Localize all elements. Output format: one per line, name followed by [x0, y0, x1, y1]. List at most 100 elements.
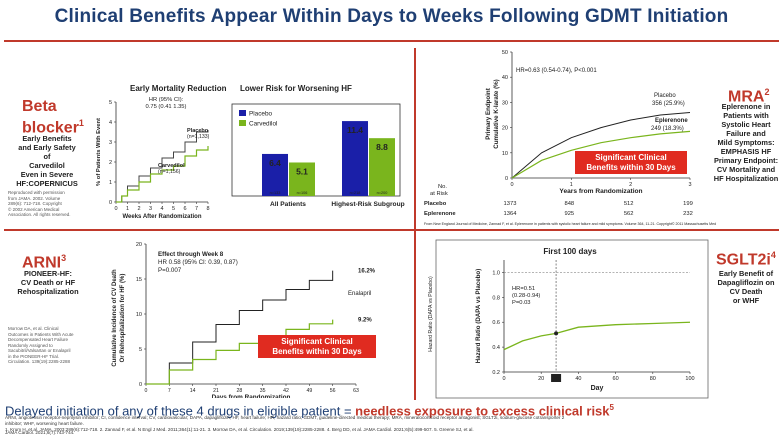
- hr-point: [554, 331, 559, 336]
- arni-label: ARNI3: [22, 253, 67, 272]
- mra-description: Eplerenone in Patients with Systolic Heart…: [712, 102, 780, 183]
- y-tick-label: 10: [502, 151, 508, 157]
- x-axis-label: Years from Randomization: [559, 188, 642, 195]
- at-risk-value: 1373: [504, 201, 517, 207]
- at-risk-value: 562: [624, 211, 634, 217]
- carvedilol-n-label: (n=1,156): [158, 169, 181, 175]
- bar-value-label: 8.8: [376, 142, 388, 152]
- arni-desc-line: Rehospitalization: [17, 287, 79, 296]
- bar-placebo: [262, 153, 288, 196]
- beta-source-line: Association. All rights reserved.: [8, 212, 71, 217]
- beta-desc-line: HF:COPERNICUS: [16, 179, 78, 188]
- y-tick-label: 2: [109, 160, 112, 166]
- footnote-2: inhibitor; WHF, worsening heart failure.: [5, 421, 84, 426]
- beta-blocker-label: Beta blocker1: [22, 98, 84, 137]
- arni-cta-line: Significant Clinical: [281, 337, 353, 346]
- x-tick-label: 4: [160, 206, 163, 212]
- legend-label: Carvedilol: [249, 121, 277, 128]
- carvedilol-label: Carvedilol: [158, 163, 185, 169]
- x-tick-label: 1: [570, 182, 573, 188]
- x-tick-label: 6: [183, 206, 186, 212]
- arni-cta-box: Significant Clinical Benefits within 30 D…: [258, 335, 376, 358]
- at-risk-value: 512: [624, 201, 634, 207]
- enalapril-line: [146, 270, 334, 385]
- arni-chart: 0 5 10 15 20 0 7 14 21 28 35 42 49 56 63 Cumulative Inc…: [112, 242, 376, 398]
- arni-source-line: Circulation. 139(19):2285-2288: [8, 359, 71, 364]
- x-axis-label: Day: [591, 385, 604, 392]
- footnote-3: 1. Krum H, et al. JAMA. 2003;289(6):712-…: [5, 427, 474, 432]
- mra-label: MRA2: [728, 87, 770, 106]
- middle-divider: [4, 229, 779, 231]
- y-tick-label: 4: [109, 120, 112, 126]
- arni-desc-line: CV Death or HF: [20, 278, 76, 287]
- bar-placebo: [342, 121, 368, 196]
- at-risk-row-label: Placebo: [424, 201, 447, 207]
- p-annotation: P=0.03: [512, 300, 531, 306]
- mra-source: From New England Journal of Medicine, Za…: [424, 222, 716, 226]
- hr-annotation: HR 0.58 (95% CI: 0.39, 0.87): [158, 259, 238, 266]
- eplerenone-count-label: 249 (18.3%): [651, 126, 684, 132]
- legend-label: Placebo: [249, 111, 273, 118]
- y-tick-label: 0.6: [492, 320, 500, 326]
- x-tick-label: 3: [149, 206, 152, 212]
- x-tick-label: 35: [260, 388, 266, 394]
- legend-swatch: [239, 110, 246, 116]
- at-risk-value: 925: [564, 211, 574, 217]
- x-tick-label: 0: [510, 182, 513, 188]
- y-tick-label: 20: [136, 242, 142, 248]
- at-risk-header: No.: [438, 184, 447, 190]
- p-annotation: P=0.007: [158, 267, 182, 274]
- x-tick-label: 60: [613, 376, 619, 382]
- y-tick-label: 5: [139, 347, 142, 353]
- enalapril-value-label: 16.2%: [358, 269, 376, 275]
- highlight-tick-box: [551, 374, 562, 382]
- bar-n-label: n=133: [270, 191, 281, 195]
- x-axis-label: Days from Randomization: [212, 394, 291, 398]
- y-tick-label: 0.2: [492, 370, 500, 376]
- category-label: All Patients: [270, 201, 306, 208]
- sglt2-desc-line: or WHF: [732, 296, 760, 305]
- early-mortality-chart: 0 1 2 3 4 5 0 1 2 3 4 5 6 7 8 % of Patients With Event W…: [96, 97, 210, 219]
- hr-annotation: HR (95% CI):: [149, 97, 184, 103]
- y-axis-label: Or Rehospitalization for HF (%): [120, 274, 126, 363]
- at-risk-header: at Risk: [430, 191, 448, 197]
- y-tick-label: 10: [136, 312, 142, 318]
- beta-source-line: Reproduced with permission: [8, 190, 65, 195]
- beta-blocker-source: Reproduced with permission from JAMA. 200…: [8, 190, 76, 218]
- hr-annotation: HR=0.51: [512, 286, 535, 292]
- y-tick-label: 20: [502, 126, 508, 132]
- outer-y-label: Hazard Ratio (DAPA vs Placebo): [428, 276, 434, 352]
- x-tick-label: 0: [145, 388, 148, 394]
- sglt2-desc-line: Early Benefit of: [718, 269, 774, 278]
- x-tick-label: 40: [575, 376, 581, 382]
- arni-description: PIONEER-HF: CV Death or HF Rehospitalizati…: [12, 269, 84, 296]
- x-tick-label: 80: [650, 376, 656, 382]
- mra-desc-line: Mild Symptoms:: [717, 138, 775, 147]
- worsening-hf-chart: Placebo Carvedilol 6.4 n=133 5.1 n=106 All Pat…: [231, 103, 405, 208]
- placebo-count-label: 356 (25.9%): [652, 101, 685, 107]
- x-tick-label: 7: [168, 388, 171, 394]
- placebo-label: Placebo: [187, 128, 209, 134]
- x-tick-label: 28: [236, 388, 242, 394]
- category-label: Highest-Risk Subgroup: [331, 201, 404, 208]
- x-tick-label: 63: [353, 388, 359, 394]
- panel-title: First 100 days: [543, 247, 597, 256]
- x-tick-label: 21: [213, 388, 219, 394]
- x-tick-label: 2: [629, 182, 632, 188]
- x-tick-label: 14: [190, 388, 196, 394]
- hr-annotation: 0.75 (0.41 1.35): [146, 104, 187, 110]
- bar-carvedilol: [369, 138, 395, 196]
- beta-blocker-description: Early Benefits and Early Safety of Carvedi…: [14, 134, 80, 188]
- bar-value-label: 6.4: [269, 158, 281, 168]
- arni-source-line: Sacubitril/Valsartan or Enalapril: [8, 348, 71, 353]
- bar-n-label: n=106: [297, 191, 308, 195]
- x-tick-label: 42: [283, 388, 289, 394]
- x-tick-label: 7: [195, 206, 198, 212]
- sglt2-chart: First 100 days Hazard Ratio (DAPA vs Plac…: [428, 239, 709, 399]
- early-mortality-title: Early Mortality Reduction: [130, 84, 227, 93]
- legend-swatch: [239, 120, 246, 126]
- y-tick-label: 3: [109, 140, 112, 146]
- y-tick-label: 50: [502, 50, 508, 56]
- highlight-tick-label: 28: [553, 377, 559, 383]
- vertical-divider: [414, 48, 416, 400]
